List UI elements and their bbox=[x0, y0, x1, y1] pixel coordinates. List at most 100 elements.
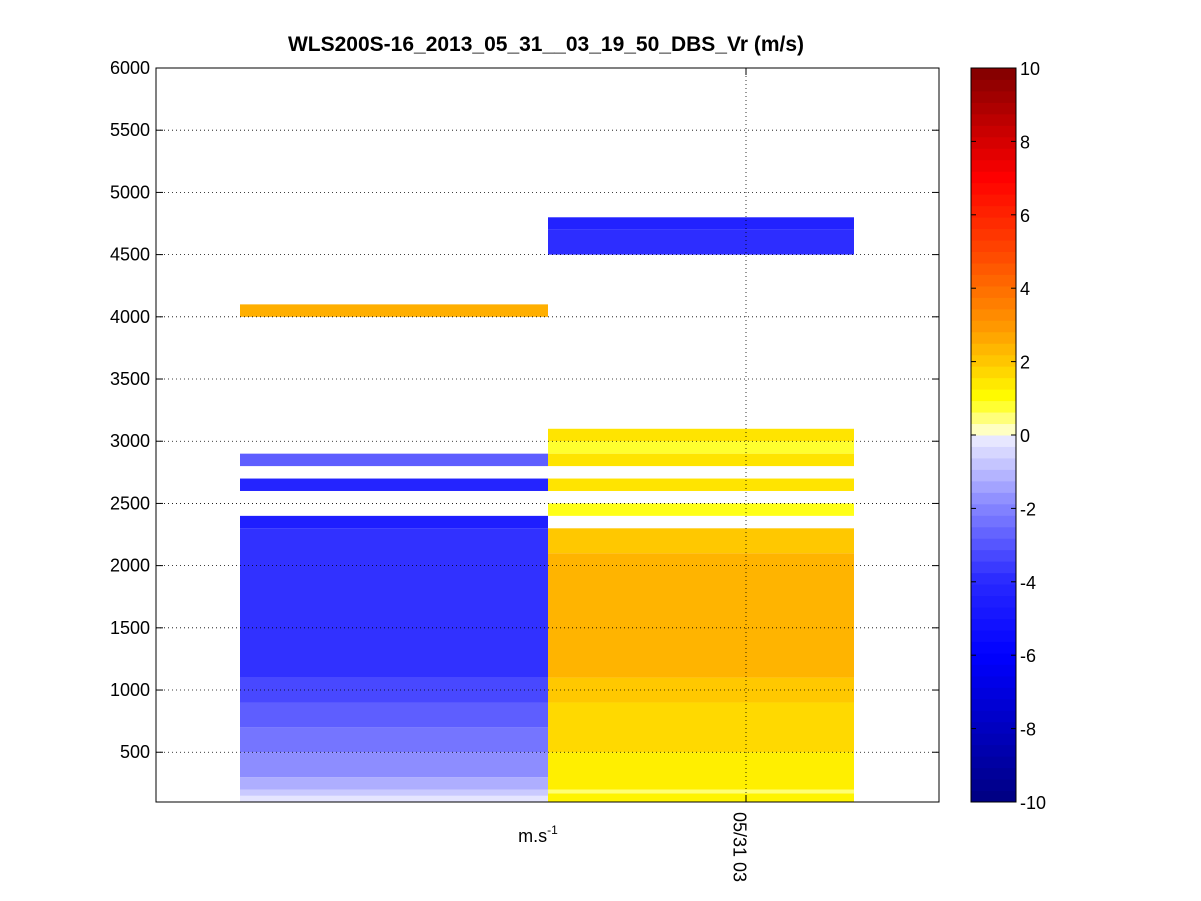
heatmap-cell bbox=[240, 727, 548, 753]
y-tick-label: 4500 bbox=[110, 245, 150, 265]
colorbar-segment bbox=[971, 629, 1016, 642]
y-tick-label: 5000 bbox=[110, 182, 150, 202]
heatmap-cell bbox=[548, 528, 854, 554]
colorbar-segment bbox=[971, 262, 1016, 275]
colorbar-segment bbox=[971, 354, 1016, 367]
colorbar-segment bbox=[971, 68, 1016, 80]
colorbar-segment bbox=[971, 538, 1016, 551]
colorbar-segment bbox=[971, 205, 1016, 218]
colorbar-segment bbox=[971, 389, 1016, 402]
heatmap-cell bbox=[548, 789, 854, 794]
colorbar-segment bbox=[971, 240, 1016, 252]
colorbar-segment bbox=[971, 526, 1016, 539]
colorbar-tick-label: -10 bbox=[1020, 793, 1046, 813]
colorbar-segment bbox=[971, 102, 1016, 115]
colorbar-segment bbox=[971, 136, 1016, 149]
colorbar-segment bbox=[971, 675, 1016, 688]
colorbar-segment bbox=[971, 698, 1016, 711]
colorbar-segment bbox=[971, 217, 1016, 230]
x-axis-label: m.s-1 bbox=[518, 823, 558, 846]
colorbar-segment bbox=[971, 435, 1016, 447]
colorbar-tick-label: 8 bbox=[1020, 132, 1030, 152]
heatmap-cell bbox=[240, 453, 548, 467]
colorbar-segment bbox=[971, 113, 1016, 126]
heatmap-cell bbox=[240, 304, 548, 317]
colorbar-segment bbox=[971, 457, 1016, 470]
colorbar-segment bbox=[971, 779, 1016, 792]
colorbar-segment bbox=[971, 652, 1016, 665]
colorbar: -10 -8 -6 -4 -2 0 2 4 6 8 10 bbox=[970, 59, 1046, 813]
colorbar-segment bbox=[971, 733, 1016, 746]
colorbar-segment bbox=[971, 549, 1016, 562]
heatmap-cell bbox=[240, 789, 548, 796]
colorbar-tick-label: -4 bbox=[1020, 573, 1036, 593]
x-axis-label-text: m.s bbox=[518, 826, 547, 846]
y-tick-label: 4000 bbox=[110, 307, 150, 327]
colorbar-tick-label: -6 bbox=[1020, 646, 1036, 666]
heatmap-cell bbox=[548, 752, 854, 790]
y-tick-label: 2000 bbox=[110, 556, 150, 576]
colorbar-segment bbox=[971, 400, 1016, 413]
y-tick-label: 1000 bbox=[110, 680, 150, 700]
plot-frame bbox=[155, 67, 940, 803]
colorbar-segment bbox=[971, 710, 1016, 723]
colorbar-segment bbox=[971, 572, 1016, 585]
y-tick-label: 2500 bbox=[110, 493, 150, 513]
colorbar-tick-label: 2 bbox=[1020, 353, 1030, 373]
colorbar-tick-label: 10 bbox=[1020, 59, 1040, 79]
colorbar-segment bbox=[971, 366, 1016, 379]
chart-title: WLS200S-16_2013_05_31__03_19_50_DBS_Vr (… bbox=[288, 33, 804, 56]
colorbar-segment bbox=[971, 194, 1016, 207]
heatmap-cell bbox=[548, 453, 854, 467]
colorbar-segment bbox=[971, 480, 1016, 493]
y-tick-label: 3000 bbox=[110, 431, 150, 451]
heatmap-cell bbox=[548, 553, 854, 678]
y-tick-label: 3500 bbox=[110, 369, 150, 389]
heatmap-cell bbox=[548, 229, 854, 255]
y-tick-label: 500 bbox=[120, 742, 150, 762]
heatmap-cell bbox=[240, 702, 548, 728]
colorbar-segment bbox=[971, 331, 1016, 344]
colorbar-segment bbox=[971, 492, 1016, 505]
colorbar-segment bbox=[971, 308, 1016, 321]
colorbar-segment bbox=[971, 171, 1016, 184]
colorbar-segment bbox=[971, 125, 1016, 138]
colorbar-tick-label: 0 bbox=[1020, 426, 1030, 446]
colorbar-segment bbox=[971, 412, 1016, 425]
colorbar-segment bbox=[971, 423, 1016, 436]
heatmap-cells bbox=[240, 217, 854, 802]
colorbar-segment bbox=[971, 377, 1016, 390]
colorbar-segment bbox=[971, 641, 1016, 654]
colorbar-segment bbox=[971, 584, 1016, 597]
x-tick-label: 05/31 03 bbox=[729, 812, 749, 882]
colorbar-segment bbox=[971, 274, 1016, 287]
colorbar-segment bbox=[971, 79, 1016, 92]
colorbar-segment bbox=[971, 744, 1016, 757]
heatmap-cell bbox=[240, 677, 548, 703]
colorbar-tick-label: 6 bbox=[1020, 206, 1030, 226]
y-tick-label: 6000 bbox=[110, 58, 150, 78]
colorbar-segment bbox=[971, 607, 1016, 619]
heatmap-cell bbox=[548, 793, 854, 802]
heatmap-cell bbox=[240, 795, 548, 802]
colorbar-tick-label: -2 bbox=[1020, 499, 1036, 519]
colorbar-segment bbox=[971, 561, 1016, 574]
colorbar-segment bbox=[971, 285, 1016, 298]
colorbar-segment bbox=[971, 148, 1016, 161]
heatmap-cell bbox=[548, 441, 854, 454]
heatmap-cell bbox=[240, 752, 548, 778]
y-axis: 500 1000 1500 2000 2500 3000 3500 4000 4500 5000 5… bbox=[110, 58, 939, 762]
colorbar-segment bbox=[971, 182, 1016, 195]
colorbar-segment bbox=[971, 503, 1016, 516]
colorbar-segment bbox=[971, 469, 1016, 482]
colorbar-segment bbox=[971, 343, 1016, 356]
colorbar-segment bbox=[971, 721, 1016, 734]
colorbar-segment bbox=[971, 515, 1016, 528]
heatmap-cell bbox=[548, 217, 854, 230]
colorbar-segment bbox=[971, 687, 1016, 700]
colorbar-segment bbox=[971, 756, 1016, 769]
colorbar-segment bbox=[971, 90, 1016, 103]
colorbar-segment bbox=[971, 595, 1016, 608]
colorbar-segment bbox=[971, 228, 1016, 241]
y-tick-label: 5500 bbox=[110, 120, 150, 140]
